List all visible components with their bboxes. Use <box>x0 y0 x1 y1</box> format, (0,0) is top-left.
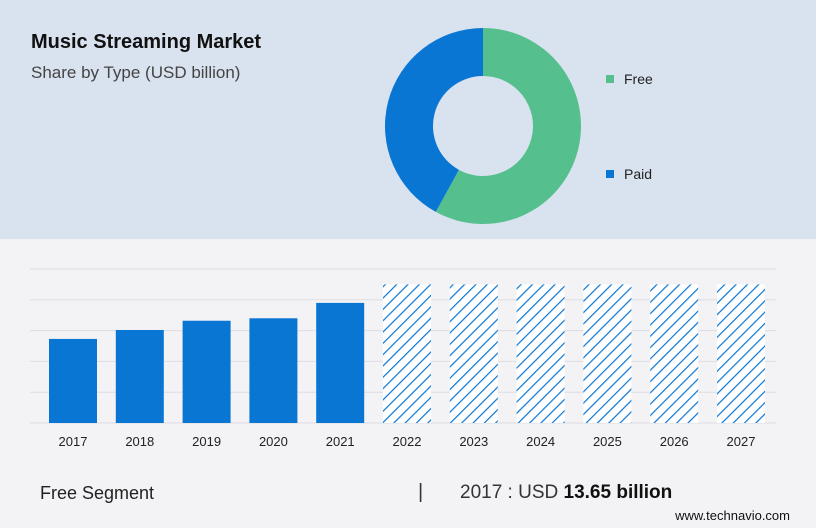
legend-label-free: Free <box>624 71 653 87</box>
donut-slice-free <box>435 28 581 224</box>
x-tick-label-2019: 2019 <box>192 434 221 449</box>
x-tick-label-2022: 2022 <box>393 434 422 449</box>
forecast-bar-2024 <box>516 284 565 423</box>
chart-subtitle: Share by Type (USD billion) <box>31 63 241 82</box>
legend-swatch-free <box>606 75 614 83</box>
bar-2019 <box>182 320 231 423</box>
x-tick-label-2020: 2020 <box>259 434 288 449</box>
forecast-bar-2027 <box>717 284 765 423</box>
forecast-bar-2025 <box>583 284 632 423</box>
legend-swatch-paid <box>606 170 614 178</box>
bar-2020 <box>249 318 298 423</box>
donut-chart <box>385 28 581 224</box>
chart-title: Music Streaming Market <box>31 31 262 53</box>
bar-2017 <box>49 338 97 423</box>
footer-value: 2017 : USD 13.65 billion <box>460 482 672 504</box>
footer-divider: | <box>418 481 424 503</box>
legend-item-paid: Paid <box>606 166 652 182</box>
forecast-bar-2022 <box>383 284 431 423</box>
footer-value-prefix: 2017 : USD <box>460 482 559 503</box>
forecast-bar-2026 <box>650 284 699 423</box>
x-tick-label-2023: 2023 <box>459 434 488 449</box>
x-tick-label-2017: 2017 <box>59 434 88 449</box>
x-tick-label-2021: 2021 <box>326 434 355 449</box>
credit-link[interactable]: www.technavio.com <box>675 508 790 523</box>
x-tick-label-2018: 2018 <box>125 434 154 449</box>
bar-2021 <box>316 302 365 423</box>
x-tick-label-2024: 2024 <box>526 434 555 449</box>
x-tick-label-2025: 2025 <box>593 434 622 449</box>
legend-item-free: Free <box>606 71 653 87</box>
donut-slice-paid <box>385 28 483 212</box>
legend-label-paid: Paid <box>624 166 653 182</box>
bar-chart: 2017 2018 2019 2020 2021 2022 2023 2024 2025 2026… <box>30 268 776 449</box>
footer-value-amount: 13.65 billion <box>563 482 673 503</box>
x-tick-label-2027: 2027 <box>727 434 756 449</box>
bar-2018 <box>115 329 164 423</box>
footer-segment-label: Free Segment <box>40 483 155 503</box>
forecast-bar-2023 <box>449 284 498 423</box>
x-tick-label-2026: 2026 <box>660 434 689 449</box>
